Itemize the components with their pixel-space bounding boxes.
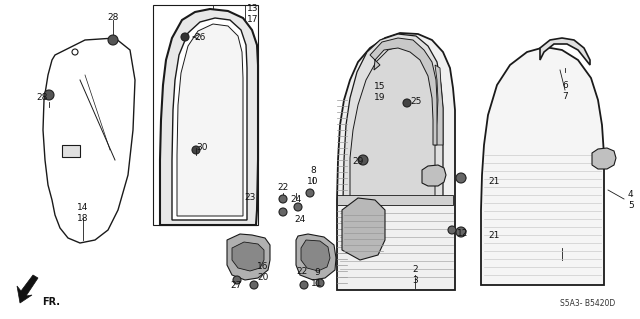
Text: 8
10: 8 10 (307, 166, 319, 186)
Text: 27: 27 (230, 280, 242, 290)
Circle shape (456, 227, 466, 237)
Polygon shape (227, 234, 270, 280)
Text: S5A3- B5420D: S5A3- B5420D (560, 300, 615, 308)
Polygon shape (177, 24, 243, 216)
Polygon shape (342, 198, 385, 260)
Text: 26: 26 (194, 33, 205, 41)
Circle shape (403, 99, 411, 107)
Text: 12: 12 (457, 228, 468, 238)
Bar (153, 5, 258, 225)
Circle shape (233, 276, 241, 284)
Text: 30: 30 (196, 144, 207, 152)
Text: 2
3: 2 3 (412, 265, 418, 285)
Circle shape (108, 35, 118, 45)
Circle shape (44, 90, 54, 100)
Polygon shape (350, 46, 435, 200)
Text: 25: 25 (410, 97, 421, 106)
Polygon shape (232, 242, 264, 271)
Text: FR.: FR. (42, 297, 60, 307)
Polygon shape (17, 275, 38, 303)
Circle shape (316, 279, 324, 287)
Circle shape (294, 203, 302, 211)
Circle shape (456, 173, 466, 183)
Text: 22: 22 (277, 182, 289, 191)
Polygon shape (540, 38, 590, 65)
Circle shape (181, 33, 189, 41)
Text: 6
7: 6 7 (562, 81, 568, 101)
Polygon shape (592, 148, 616, 169)
Polygon shape (370, 38, 437, 145)
Text: 13
17: 13 17 (247, 4, 259, 24)
Text: 24: 24 (294, 216, 306, 225)
Text: 22: 22 (296, 268, 308, 277)
Polygon shape (296, 234, 336, 280)
Text: 28: 28 (36, 93, 48, 101)
Polygon shape (160, 9, 258, 225)
Text: 16
20: 16 20 (257, 262, 269, 282)
Polygon shape (435, 65, 443, 145)
Circle shape (192, 146, 200, 154)
Text: 28: 28 (108, 13, 118, 23)
Polygon shape (172, 18, 247, 220)
Text: 29: 29 (352, 157, 364, 166)
Circle shape (250, 281, 258, 289)
Text: 4
5: 4 5 (628, 190, 634, 210)
Polygon shape (337, 195, 453, 205)
Text: 21: 21 (488, 231, 499, 240)
Circle shape (306, 189, 314, 197)
Text: 24: 24 (291, 196, 301, 204)
Text: 23: 23 (244, 192, 256, 202)
Circle shape (448, 226, 456, 234)
Polygon shape (43, 38, 135, 243)
Polygon shape (481, 47, 604, 285)
Text: 9
11: 9 11 (311, 268, 323, 288)
Circle shape (300, 281, 308, 289)
Text: 15
19: 15 19 (374, 82, 385, 102)
Polygon shape (301, 240, 330, 271)
Polygon shape (422, 165, 446, 186)
Circle shape (279, 208, 287, 216)
Circle shape (358, 155, 368, 165)
Polygon shape (337, 33, 455, 290)
Circle shape (279, 195, 287, 203)
Text: 14
18: 14 18 (77, 203, 89, 223)
Circle shape (72, 49, 78, 55)
Bar (62, 145, 80, 157)
Polygon shape (343, 34, 443, 200)
Text: 21: 21 (488, 176, 499, 186)
